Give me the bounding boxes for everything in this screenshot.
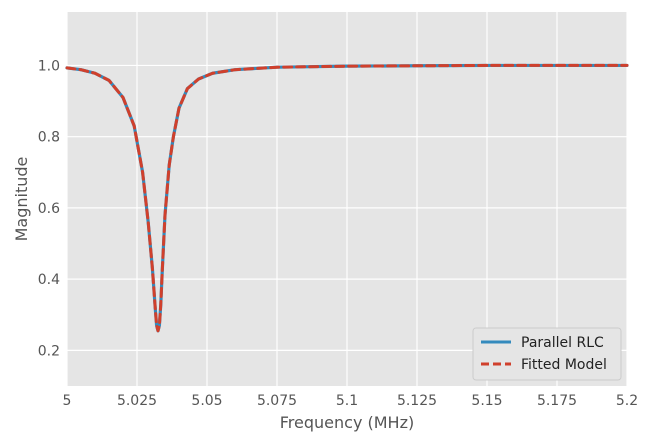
y-axis-label: Magnitude [12,157,31,242]
series-line-fitted-model [65,63,629,333]
x-tick-label: 5.025 [117,393,157,409]
x-tick-label: 5.05 [191,393,222,409]
x-tick-label: 5.1 [336,393,358,409]
x-tick-label: 5.125 [397,393,437,409]
x-axis-label: Frequency (MHz) [280,413,414,432]
x-tick-label: 5.075 [257,393,297,409]
x-tick-label: 5.2 [616,393,638,409]
y-tick-label: 0.2 [38,343,60,359]
legend-label-parallel-rlc: Parallel RLC [521,335,604,351]
y-axis-ticks: 0.2 0.4 0.6 0.8 1.0 [38,58,60,359]
series-layer [65,63,629,333]
legend: Parallel RLC Fitted Model [472,327,622,381]
x-tick-label: 5.175 [537,393,577,409]
y-tick-label: 0.8 [38,130,60,146]
legend-label-fitted-model: Fitted Model [521,357,607,373]
y-tick-label: 0.6 [38,201,60,217]
y-tick-label: 0.4 [38,272,60,288]
x-axis-ticks: 5 5.025 5.05 5.075 5.1 5.125 5.15 5.175 5.2 [63,393,639,409]
x-tick-label: 5 [63,393,72,409]
y-tick-label: 1.0 [38,58,60,74]
x-tick-label: 5.15 [471,393,502,409]
